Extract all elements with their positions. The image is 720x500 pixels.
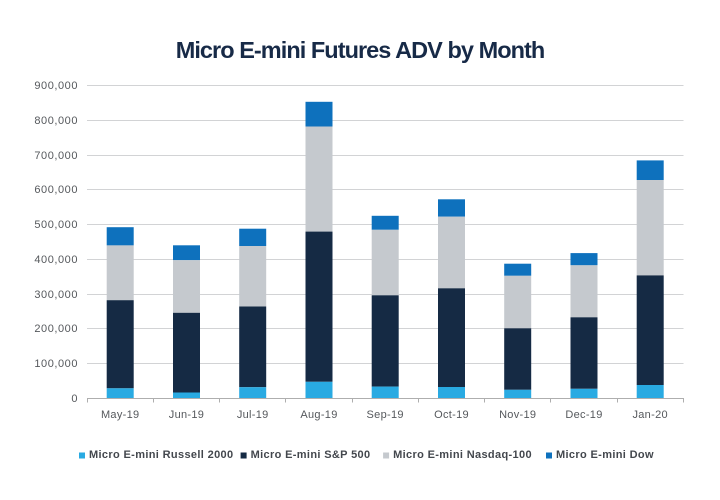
svg-text:Micro E-mini Russell 2000: Micro E-mini Russell 2000 — [89, 449, 233, 461]
svg-text:Nov-19: Nov-19 — [499, 409, 536, 421]
svg-text:Oct-19: Oct-19 — [434, 409, 469, 421]
svg-text:Jan-20: Jan-20 — [632, 409, 667, 421]
svg-text:Dec-19: Dec-19 — [565, 409, 602, 421]
svg-text:900,000: 900,000 — [34, 80, 78, 92]
svg-text:Micro E-mini Nasdaq-100: Micro E-mini Nasdaq-100 — [393, 449, 532, 461]
svg-text:Aug-19: Aug-19 — [300, 409, 337, 421]
svg-text:May-19: May-19 — [101, 409, 139, 421]
svg-text:700,000: 700,000 — [34, 150, 78, 162]
svg-text:600,000: 600,000 — [34, 184, 78, 196]
svg-text:0: 0 — [71, 393, 78, 405]
svg-text:200,000: 200,000 — [34, 323, 78, 335]
svg-text:Jul-19: Jul-19 — [237, 409, 269, 421]
svg-text:500,000: 500,000 — [34, 219, 78, 231]
svg-text:100,000: 100,000 — [34, 358, 78, 370]
svg-text:800,000: 800,000 — [34, 115, 78, 127]
svg-text:300,000: 300,000 — [34, 289, 78, 301]
svg-text:400,000: 400,000 — [34, 254, 78, 266]
svg-text:Micro E-mini Dow: Micro E-mini Dow — [556, 449, 654, 461]
svg-text:Jun-19: Jun-19 — [169, 409, 204, 421]
svg-text:Micro E-mini S&P 500: Micro E-mini S&P 500 — [251, 449, 371, 461]
svg-text:Sep-19: Sep-19 — [367, 409, 404, 421]
